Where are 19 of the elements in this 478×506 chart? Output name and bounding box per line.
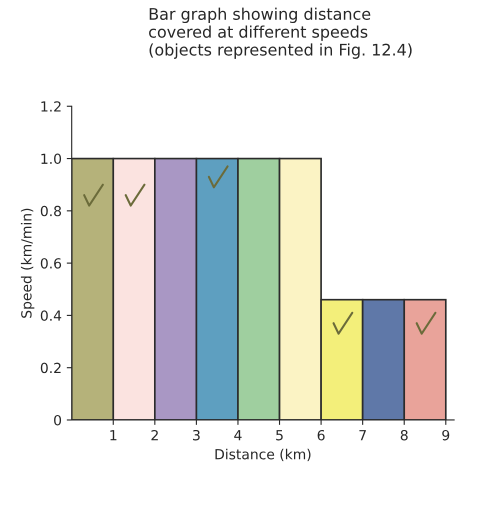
y-tick-label: 0.8 (40, 206, 62, 216)
y-tick-label: 0 (54, 414, 62, 426)
x-tick-label: 7 (359, 430, 366, 440)
y-tick-label: 1.2 (41, 101, 61, 112)
x-tick-label: 2 (151, 430, 158, 440)
x-tick-label: 4 (234, 430, 242, 440)
x-tick-label: 9 (442, 430, 450, 440)
y-tick-label: 1.0 (41, 154, 62, 164)
x-tick-label: 8 (400, 430, 408, 440)
x-tick-label: 5 (276, 430, 283, 440)
y-tick-label: 0.6 (40, 258, 62, 269)
y-tick-label: 0.4 (40, 310, 62, 321)
y-tick-label: 0.2 (40, 362, 61, 374)
y-axis-title: Speed (km/min) (20, 208, 34, 318)
x-axis-title: Distance (km) (215, 448, 310, 462)
x-tick-label: 6 (318, 430, 325, 440)
chart-title: Bar graph showing distance covered at different speeds (objects represented in Fig. 12.4) (149, 8, 412, 59)
x-tick-label: 3 (193, 430, 200, 440)
x-tick-label: 1 (110, 430, 116, 440)
